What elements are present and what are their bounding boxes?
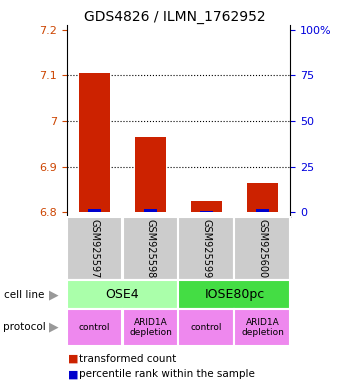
Text: ■: ■ bbox=[68, 354, 79, 364]
Bar bbox=[66, 280, 178, 309]
Text: GSM925600: GSM925600 bbox=[258, 219, 267, 278]
Text: percentile rank within the sample: percentile rank within the sample bbox=[79, 369, 255, 379]
Text: cell line: cell line bbox=[4, 290, 44, 300]
Text: GSM925598: GSM925598 bbox=[146, 219, 155, 278]
Text: ▶: ▶ bbox=[49, 288, 59, 301]
Text: GSM925599: GSM925599 bbox=[202, 219, 211, 278]
Bar bbox=[88, 209, 102, 212]
Bar bbox=[256, 209, 270, 212]
Text: ARID1A
depletion: ARID1A depletion bbox=[129, 318, 172, 337]
Bar bbox=[135, 137, 166, 212]
Text: transformed count: transformed count bbox=[79, 354, 176, 364]
Text: OSE4: OSE4 bbox=[106, 288, 139, 301]
Text: ARID1A
depletion: ARID1A depletion bbox=[241, 318, 284, 337]
Bar bbox=[178, 309, 234, 346]
Text: GSM925597: GSM925597 bbox=[90, 219, 99, 278]
Bar bbox=[144, 209, 158, 212]
Bar bbox=[79, 73, 110, 212]
Bar bbox=[122, 217, 178, 280]
Bar bbox=[122, 309, 178, 346]
Text: GDS4826 / ILMN_1762952: GDS4826 / ILMN_1762952 bbox=[84, 10, 266, 23]
Text: protocol: protocol bbox=[4, 322, 46, 333]
Bar bbox=[66, 217, 122, 280]
Bar bbox=[191, 201, 222, 212]
Text: ▶: ▶ bbox=[49, 321, 59, 334]
Text: control: control bbox=[191, 323, 222, 332]
Bar bbox=[199, 210, 213, 212]
Bar bbox=[178, 280, 290, 309]
Text: control: control bbox=[79, 323, 110, 332]
Bar bbox=[234, 217, 290, 280]
Bar bbox=[178, 217, 234, 280]
Bar bbox=[234, 309, 290, 346]
Text: IOSE80pc: IOSE80pc bbox=[204, 288, 265, 301]
Bar bbox=[66, 309, 122, 346]
Bar bbox=[247, 183, 278, 212]
Text: ■: ■ bbox=[68, 369, 79, 379]
